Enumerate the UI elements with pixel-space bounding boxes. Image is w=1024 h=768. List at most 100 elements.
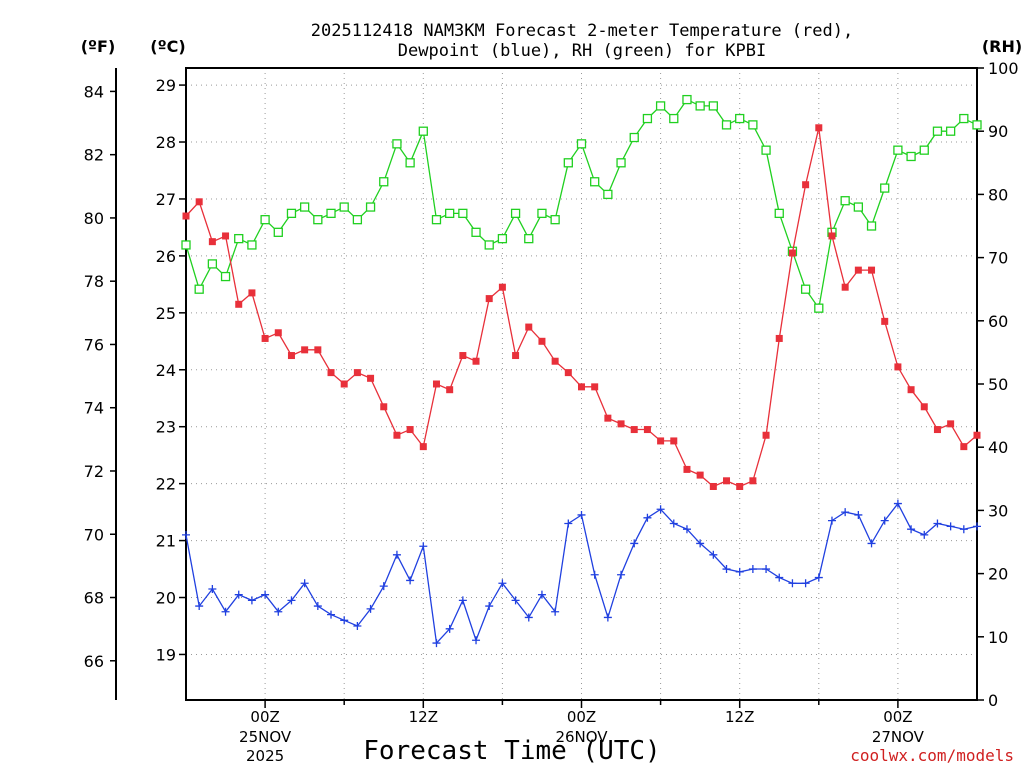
temperature-point: [802, 181, 810, 189]
dewpoint-point: [735, 567, 744, 576]
dewpoint-point: [959, 525, 968, 534]
dewpoint-point: [630, 539, 639, 548]
rh-tick-label: 90: [988, 122, 1008, 141]
rh-point: [405, 158, 415, 168]
temperature-point: [736, 482, 744, 490]
dewpoint-point: [893, 499, 902, 508]
rh-point: [774, 208, 784, 219]
temperature-point: [248, 289, 256, 297]
rh-point: [629, 132, 639, 143]
temperature-point: [182, 212, 190, 220]
dewpoint-point: [788, 579, 797, 588]
dewpoint-point: [247, 596, 256, 605]
dewpoint-point: [406, 576, 415, 585]
temperature-point: [933, 426, 941, 434]
dewpoint-point: [300, 579, 309, 588]
temperature-point: [235, 300, 243, 308]
dewpoint-point: [775, 573, 784, 582]
temperature-point: [907, 386, 915, 394]
dewpoint-point: [867, 539, 876, 548]
temperature-point: [775, 334, 783, 342]
celsius-tick-label: 22: [156, 475, 176, 494]
fahrenheit-tick-label: 82: [84, 146, 104, 165]
rh-point: [194, 284, 204, 294]
x-tick-label: 00Z: [883, 708, 912, 726]
rh-tick-label: 100: [988, 59, 1019, 78]
temperature-point: [973, 431, 981, 439]
rh-point: [563, 158, 573, 168]
temperature-point: [657, 437, 665, 445]
rh-point: [642, 113, 653, 124]
rh-tick-label: 40: [988, 438, 1008, 457]
dewpoint-point: [933, 519, 942, 528]
dewpoint-point: [748, 565, 757, 574]
dewpoint-point: [485, 602, 494, 611]
x-tick-date: 27NOV: [872, 728, 925, 746]
rh-tick-label: 10: [988, 628, 1008, 647]
rh-tick-label: 60: [988, 312, 1008, 331]
dewpoint-point: [709, 550, 718, 559]
temperature-point: [670, 437, 678, 445]
rh-tick-label: 70: [988, 249, 1008, 268]
rh-point: [260, 215, 270, 225]
dewpoint-point: [445, 624, 454, 633]
temperature-point: [683, 465, 691, 473]
dewpoint-point: [551, 607, 560, 616]
celsius-tick-label: 24: [156, 361, 176, 380]
rh-point: [445, 208, 455, 219]
dewpoint-point: [762, 565, 771, 574]
dewpoint-point: [669, 519, 678, 528]
dewpoint-point: [920, 530, 929, 539]
dewpoint-point: [366, 604, 375, 613]
temperature-point: [578, 383, 585, 391]
rh-point: [234, 233, 244, 244]
temperature-point: [367, 374, 375, 382]
dewpoint-point: [472, 636, 481, 645]
dewpoint-point: [313, 602, 322, 611]
rh-point: [735, 113, 745, 124]
dewpoint-point: [511, 596, 520, 605]
temperature-point: [446, 386, 454, 394]
temperature-point: [841, 283, 849, 291]
fahrenheit-tick-label: 76: [84, 335, 104, 354]
temperature-point: [617, 420, 625, 428]
temperature-point: [920, 403, 928, 411]
dewpoint-point: [577, 510, 586, 519]
temperature-point: [208, 238, 216, 246]
rh-point: [893, 145, 903, 155]
temperature-point: [525, 323, 533, 331]
dewpoint-point: [946, 522, 955, 531]
rh-point: [273, 227, 283, 237]
dewpoint-point: [419, 542, 428, 551]
dewpoint-point: [208, 584, 217, 593]
rh-point: [945, 126, 956, 136]
rh-point: [919, 145, 929, 155]
fahrenheit-tick-label: 78: [84, 272, 104, 291]
celsius-tick-label: 20: [156, 589, 176, 608]
rh-point: [932, 126, 943, 136]
rh-point: [814, 303, 824, 313]
dewpoint-point: [274, 607, 283, 616]
rh-point: [590, 177, 600, 187]
dewpoint-point: [682, 525, 691, 534]
rh-point: [418, 126, 428, 136]
temperature-point: [353, 369, 361, 377]
rh-point: [365, 202, 376, 212]
temperature-point: [485, 295, 493, 303]
celsius-tick-label: 27: [156, 190, 176, 209]
rh-point: [761, 145, 771, 155]
rh-tick-label: 20: [988, 565, 1008, 584]
dewpoint-point: [287, 596, 296, 605]
temperature-point: [195, 198, 203, 206]
dewpoint-point: [696, 539, 705, 548]
temperature-point: [287, 352, 295, 360]
temperature-series: [182, 124, 981, 490]
temperature-point: [854, 266, 862, 274]
x-axis-title: Forecast Time (UTC): [363, 736, 660, 766]
dewpoint-point: [801, 579, 810, 588]
x-tick-label: 12Z: [725, 708, 754, 726]
temperature-point: [643, 426, 651, 434]
dewpoint-point: [392, 550, 401, 559]
rh-point: [339, 202, 349, 212]
